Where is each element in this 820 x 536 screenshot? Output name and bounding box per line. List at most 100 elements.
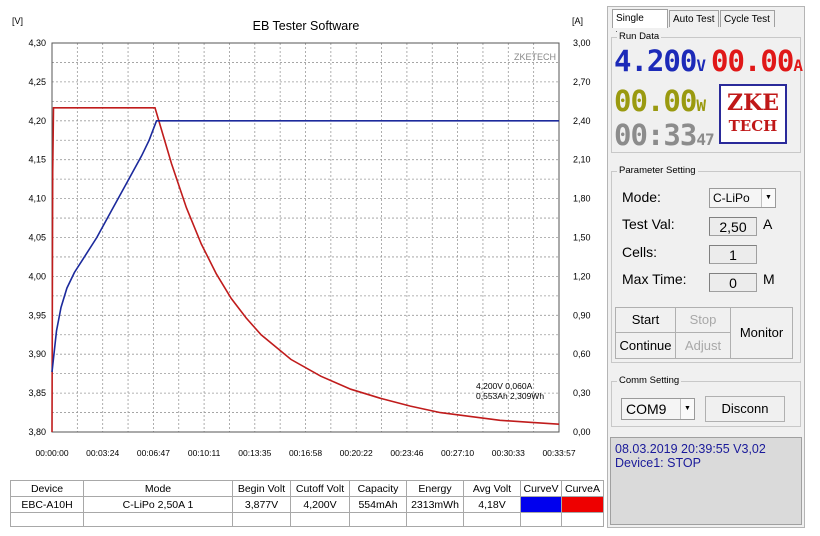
- tab-single-test[interactable]: Single Test: [612, 9, 668, 41]
- x-tick-label: 00:33:57: [542, 448, 575, 458]
- left-tick-label: 4,05: [28, 233, 46, 243]
- x-tick-label: 00:16:58: [289, 448, 322, 458]
- test-val-label: Test Val:: [622, 216, 675, 232]
- power-value: 00.00: [614, 84, 697, 118]
- adjust-button[interactable]: Adjust: [675, 332, 731, 359]
- cells-field[interactable]: 1: [709, 245, 757, 264]
- tab-auto-test[interactable]: Auto Test: [669, 10, 719, 27]
- left-tick-label: 3,80: [28, 427, 46, 437]
- cells-label: Cells:: [622, 244, 658, 260]
- continue-button[interactable]: Continue: [615, 332, 676, 359]
- header-mode: Mode: [83, 480, 233, 497]
- annotation-line2: 0,553Ah 2,309Wh: [476, 391, 544, 401]
- current-series-line: [51, 107, 560, 433]
- right-tick-label: 2,10: [573, 155, 591, 165]
- result-table: Device Mode Begin Volt Cutoff Volt Capac…: [10, 480, 604, 527]
- table-header-row: Device Mode Begin Volt Cutoff Volt Capac…: [10, 480, 604, 497]
- mode-label: Mode:: [622, 189, 661, 205]
- x-tick-label: 00:30:33: [492, 448, 525, 458]
- power-display: 00.00W: [614, 84, 706, 118]
- comm-setting-group: Comm Setting COM9 ▼ Disconn: [611, 375, 801, 427]
- left-tick-label: 4,25: [28, 77, 46, 87]
- curve-v-swatch[interactable]: [520, 496, 562, 513]
- chevron-down-icon[interactable]: ▼: [761, 189, 775, 207]
- annotation-line1: 4,200V 0,060A: [476, 381, 533, 391]
- left-tick-label: 4,00: [28, 271, 46, 281]
- header-capacity: Capacity: [349, 480, 407, 497]
- chart-watermark: ZKETECH: [514, 52, 556, 62]
- left-tick-label: 4,15: [28, 155, 46, 165]
- left-tick-label: 3,90: [28, 349, 46, 359]
- status-box: 08.03.2019 20:39:55 V3,02 Device1: STOP: [610, 437, 802, 525]
- voltage-value: 4.200: [614, 44, 697, 78]
- test-val-field[interactable]: 2,50: [709, 217, 757, 236]
- max-time-unit: M: [763, 271, 775, 287]
- right-tick-label: 1,80: [573, 194, 591, 204]
- table-row-empty: [10, 512, 604, 527]
- power-unit: W: [696, 96, 706, 115]
- left-tick-label: 4,30: [28, 38, 46, 48]
- chart-title: EB Tester Software: [253, 19, 360, 33]
- x-tick-label: 00:20:22: [340, 448, 373, 458]
- cell-avg-volt: 4,18V: [463, 496, 521, 513]
- header-energy: Energy: [406, 480, 464, 497]
- left-tick-label: 4,20: [28, 116, 46, 126]
- cell-cutoff-volt: 4,200V: [290, 496, 350, 513]
- curve-a-swatch[interactable]: [561, 496, 604, 513]
- right-tick-label: 0,30: [573, 388, 591, 398]
- x-tick-label: 00:13:35: [238, 448, 271, 458]
- com-port-select[interactable]: COM9 ▼: [621, 398, 695, 420]
- current-unit: A: [793, 56, 803, 75]
- start-button[interactable]: Start: [615, 307, 676, 333]
- monitor-button[interactable]: Monitor: [730, 307, 793, 359]
- header-curve-a: CurveA: [561, 480, 604, 497]
- voltage-display: 4.200V: [614, 44, 706, 78]
- header-cutoff-volt: Cutoff Volt: [290, 480, 350, 497]
- right-tick-label: 1,20: [573, 271, 591, 281]
- chart: EB Tester Software [V] [A] ZKETECH 4,304…: [12, 16, 591, 458]
- status-datetime: 08.03.2019 20:39:55 V3,02: [615, 442, 766, 456]
- left-tick-label: 3,95: [28, 310, 46, 320]
- left-tick-label: 4,10: [28, 194, 46, 204]
- x-tick-label: 00:03:24: [86, 448, 119, 458]
- logo-zke: ZKE: [727, 90, 779, 116]
- mode-value: C-LiPo: [713, 191, 750, 205]
- cell-capacity: 554mAh: [349, 496, 407, 513]
- header-curve-v: CurveV: [520, 480, 562, 497]
- current-display: 00.00A: [711, 44, 803, 78]
- header-avg-volt: Avg Volt: [463, 480, 521, 497]
- voltage-unit: V: [696, 56, 706, 75]
- tab-cycle-test[interactable]: Cycle Test: [720, 10, 775, 27]
- cell-device: EBC-A10H: [10, 496, 84, 513]
- right-tick-label: 2,40: [573, 116, 591, 126]
- header-begin-volt: Begin Volt: [232, 480, 291, 497]
- cell-energy: 2313mWh: [406, 496, 464, 513]
- test-val-unit: A: [763, 216, 773, 232]
- max-time-field[interactable]: 0: [709, 273, 757, 292]
- voltage-series-line: [51, 120, 559, 373]
- x-tick-label: 00:00:00: [35, 448, 68, 458]
- comm-setting-title: Comm Setting: [617, 375, 682, 386]
- table-row[interactable]: EBC-A10H C-LiPo 2,50A 1 3,877V 4,200V 55…: [10, 496, 604, 513]
- time-seconds: 47: [696, 130, 714, 149]
- right-tick-label: 0,00: [573, 427, 591, 437]
- parameter-setting-title: Parameter Setting: [617, 165, 698, 176]
- control-panel: Single Test Auto Test Cycle Test Run Dat…: [607, 6, 805, 528]
- chevron-down-icon[interactable]: ▼: [680, 399, 694, 419]
- zke-tech-logo: ZKE TECH: [719, 84, 787, 144]
- logo-tech: TECH: [728, 117, 778, 135]
- x-axis-ticks: 00:00:00 00:03:24 00:06:47 00:10:11 00:13:35…: [35, 448, 575, 458]
- x-tick-label: 00:23:46: [390, 448, 423, 458]
- current-value: 00.00: [711, 44, 794, 78]
- right-tick-label: 0,60: [573, 349, 591, 359]
- stop-button[interactable]: Stop: [675, 307, 731, 333]
- header-device: Device: [10, 480, 84, 497]
- x-tick-label: 00:06:47: [137, 448, 170, 458]
- mode-select[interactable]: C-LiPo ▼: [709, 188, 776, 208]
- right-tick-label: 1,50: [573, 233, 591, 243]
- left-axis-unit: [V]: [12, 16, 23, 26]
- status-device: Device1: STOP: [615, 456, 701, 470]
- disconnect-button[interactable]: Disconn: [705, 396, 785, 422]
- time-value: 00:33: [614, 118, 697, 152]
